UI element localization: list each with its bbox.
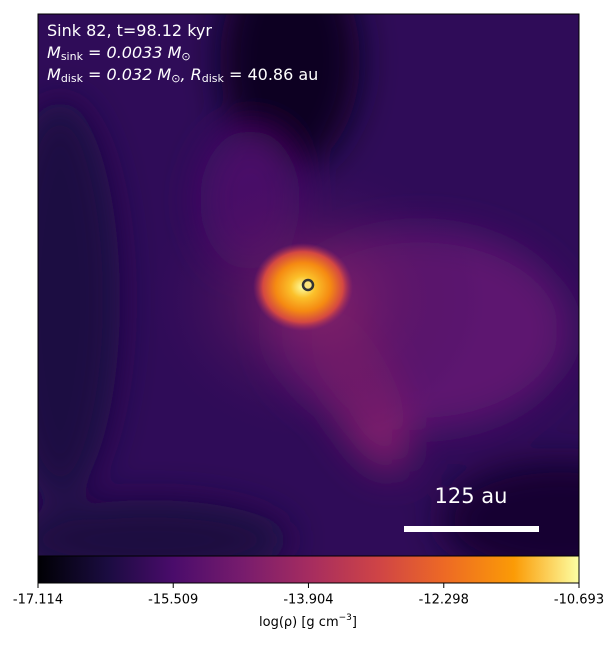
- annotation-text: = 40.86 au: [224, 65, 318, 84]
- colorbar-label-part: −3: [339, 613, 352, 623]
- colorbar-tick-label: -17.114: [13, 593, 63, 608]
- colorbar-label-part: ]: [352, 615, 357, 630]
- annotation-subscript: sink: [61, 50, 84, 63]
- annotation-subscript: disk: [61, 72, 84, 85]
- colorbar-tick-label: -10.693: [554, 593, 604, 608]
- annotation-text: Sink 82, t=98.12 kyr: [47, 21, 212, 40]
- colorbar-label-part: log(ρ) [g cm: [259, 615, 339, 630]
- annotation-text: M: [47, 65, 61, 84]
- annotation: Sink 82, t=98.12 kyr Msink = 0.0033 M⊙ Mdi…: [47, 21, 318, 86]
- annotation-subscript: ⊙: [181, 50, 190, 63]
- colorbar-tick-label: -12.298: [419, 593, 469, 608]
- scale-bar-label: 125 au: [435, 484, 508, 508]
- annotation-text: = 0.032 M: [83, 65, 171, 84]
- sink-marker: [301, 278, 315, 292]
- colorbar-label: log(ρ) [g cm−3]: [259, 613, 357, 630]
- density-map: [38, 14, 579, 556]
- annotation-subscript: ⊙: [171, 72, 180, 85]
- annotation-text: = 0.0033 M: [83, 43, 182, 62]
- colorbar: [37, 555, 580, 584]
- colorbar-tick-label: -13.904: [283, 593, 333, 608]
- annotation-text: M: [47, 43, 61, 62]
- annotation-text: , R: [180, 65, 201, 84]
- colorbar-tick-label: -15.509: [148, 593, 198, 608]
- annotation-subscript: disk: [202, 72, 225, 85]
